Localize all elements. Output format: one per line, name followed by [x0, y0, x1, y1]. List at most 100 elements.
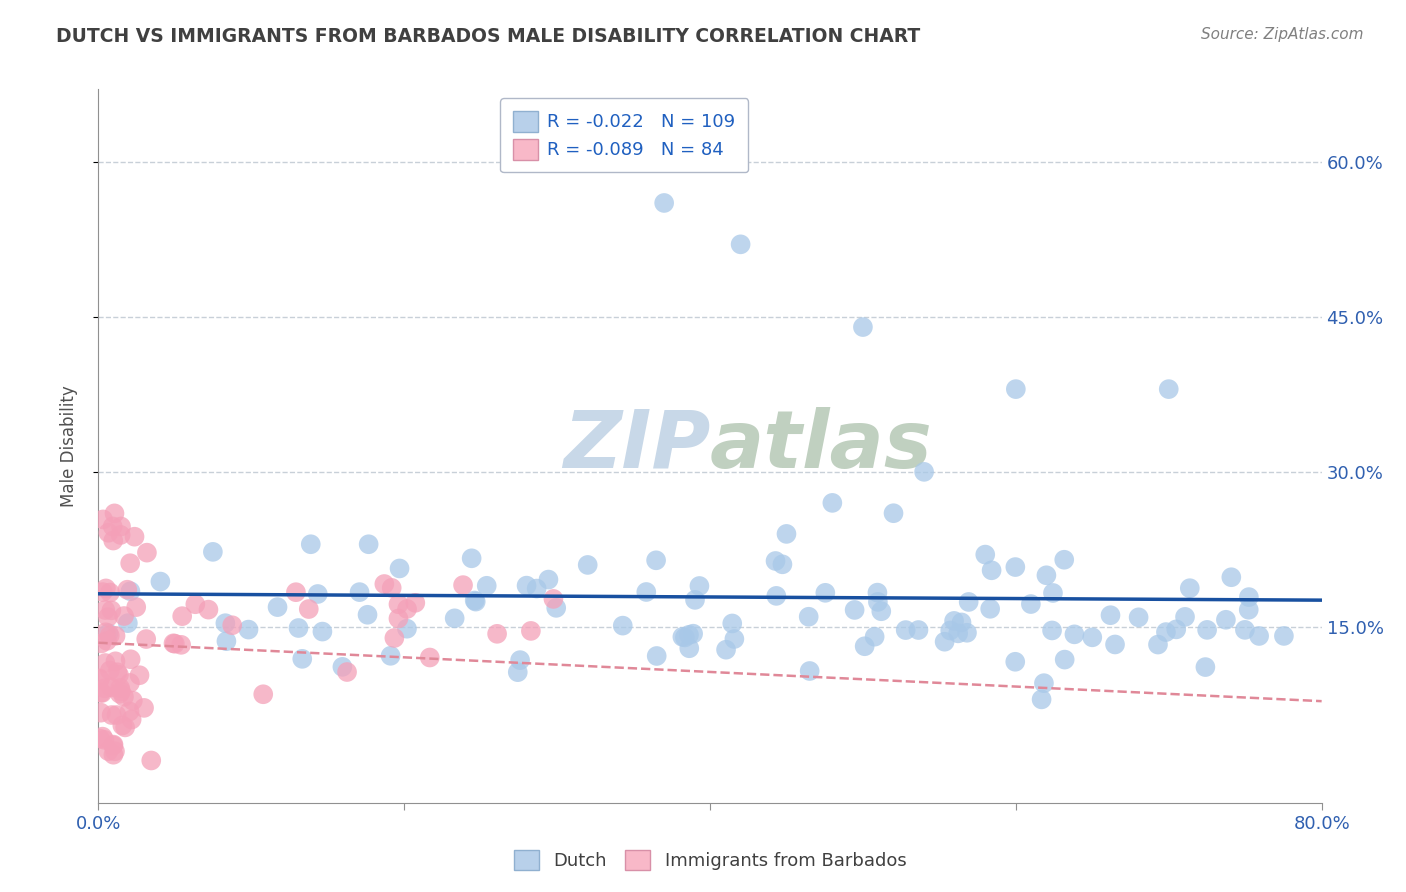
Point: [814, 586, 837, 600]
Point: [108, 687, 131, 701]
Point: [678, 641, 700, 656]
Point: [162, 636, 184, 650]
Point: [111, 718, 134, 732]
Point: [120, 556, 142, 570]
Point: [956, 625, 979, 640]
Point: [1174, 610, 1197, 624]
Point: [356, 607, 378, 622]
Point: [1035, 568, 1057, 582]
Point: [89, 731, 111, 746]
Point: [714, 642, 737, 657]
Point: [451, 578, 474, 592]
Point: [943, 614, 966, 628]
Point: [870, 604, 893, 618]
Point: [1215, 613, 1237, 627]
Point: [775, 527, 797, 541]
Point: [1147, 638, 1170, 652]
Point: [576, 558, 599, 572]
Point: [110, 519, 132, 533]
Point: [645, 553, 668, 567]
Point: [1178, 581, 1201, 595]
Point: [1019, 597, 1042, 611]
Point: [388, 561, 411, 575]
Point: [396, 602, 419, 616]
Point: [98, 664, 121, 678]
Point: [336, 665, 359, 679]
Point: [894, 623, 917, 637]
Point: [772, 558, 794, 572]
Point: [721, 616, 744, 631]
Point: [94, 625, 117, 640]
Point: [419, 650, 441, 665]
Point: [110, 684, 132, 698]
Point: [612, 618, 634, 632]
Point: [1032, 676, 1054, 690]
Point: [980, 563, 1002, 577]
Point: [381, 581, 404, 595]
Point: [215, 634, 238, 648]
Point: [97, 610, 120, 624]
Point: [946, 626, 969, 640]
Point: [1220, 570, 1243, 584]
Point: [107, 665, 129, 680]
Point: [852, 320, 875, 334]
Point: [135, 632, 157, 646]
Point: [90, 686, 112, 700]
Point: [287, 621, 309, 635]
Point: [464, 593, 486, 607]
Point: [112, 609, 135, 624]
Point: [1166, 623, 1188, 637]
Point: [475, 579, 498, 593]
Point: [104, 629, 127, 643]
Point: [1154, 625, 1177, 640]
Point: [100, 603, 122, 617]
Point: [688, 579, 710, 593]
Point: [652, 196, 675, 211]
Point: [516, 579, 538, 593]
Point: [912, 465, 935, 479]
Point: [141, 754, 163, 768]
Point: [100, 681, 122, 695]
Point: [90, 636, 112, 650]
Point: [90, 706, 112, 720]
Point: [97, 626, 120, 640]
Point: [645, 648, 668, 663]
Point: [100, 708, 122, 723]
Point: [108, 668, 131, 682]
Point: [349, 585, 371, 599]
Point: [128, 668, 150, 682]
Text: Source: ZipAtlas.com: Source: ZipAtlas.com: [1201, 27, 1364, 42]
Point: [1237, 603, 1260, 617]
Point: [682, 626, 704, 640]
Point: [298, 602, 321, 616]
Point: [979, 602, 1001, 616]
Point: [1042, 586, 1064, 600]
Point: [94, 582, 117, 596]
Point: [957, 595, 980, 609]
Point: [89, 673, 111, 687]
Point: [678, 628, 700, 642]
Point: [121, 713, 143, 727]
Point: [443, 611, 465, 625]
Point: [1031, 692, 1053, 706]
Point: [460, 551, 482, 566]
Point: [98, 628, 121, 642]
Point: [907, 623, 929, 637]
Point: [118, 676, 141, 690]
Point: [357, 537, 380, 551]
Point: [853, 639, 876, 653]
Point: [1233, 623, 1256, 637]
Point: [103, 747, 125, 762]
Point: [184, 597, 207, 611]
Point: [94, 681, 117, 696]
Point: [526, 582, 548, 596]
Point: [863, 630, 886, 644]
Point: [939, 624, 962, 638]
Point: [197, 602, 219, 616]
Point: [98, 585, 121, 599]
Point: [1194, 660, 1216, 674]
Point: [163, 637, 186, 651]
Point: [844, 603, 866, 617]
Point: [546, 600, 568, 615]
Point: [252, 687, 274, 701]
